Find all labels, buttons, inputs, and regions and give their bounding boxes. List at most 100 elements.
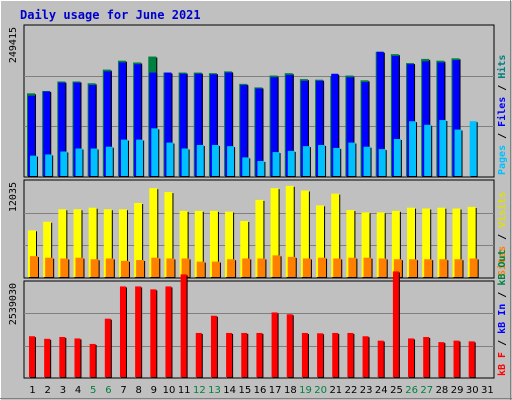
bar-visits: [225, 211, 234, 277]
bar-sites: [272, 255, 281, 277]
bar-files: [88, 85, 96, 176]
bar-files: [73, 82, 81, 176]
bar-files: [437, 62, 445, 176]
bar-sites: [318, 257, 327, 277]
bar-kbf: [271, 312, 278, 377]
legend-entry: /: [497, 334, 508, 352]
bar-kbf: [438, 342, 445, 377]
bar-sites: [105, 258, 114, 277]
bar-files: [346, 77, 354, 176]
bar-files: [422, 61, 430, 176]
legend-entry: kB Out: [497, 250, 508, 286]
bar-pages: [105, 146, 113, 176]
bar-files: [270, 77, 278, 176]
x-tick-label: 9: [151, 385, 157, 396]
x-tick-label: 11: [178, 385, 191, 396]
x-tick-label: 24: [375, 385, 388, 396]
bar-kbf: [377, 340, 384, 377]
bar-files: [164, 72, 172, 176]
bar-sites: [469, 258, 478, 277]
bar-kbf: [332, 332, 339, 377]
bar-files: [58, 82, 66, 176]
bar-kbf: [165, 286, 172, 377]
bar-visits: [467, 206, 476, 277]
bar-pages: [30, 155, 37, 176]
panel-visits-sites: 12035 Sites / Visits: [8, 179, 508, 279]
bar-sites: [424, 259, 433, 277]
x-tick-label: 12: [193, 385, 206, 396]
bar-visits: [316, 205, 325, 277]
bar-kbf: [104, 318, 111, 377]
bar-sites: [348, 257, 357, 277]
x-tick-label: 5: [90, 385, 96, 396]
bar-pages: [60, 151, 68, 176]
bar-files: [391, 55, 399, 176]
bar-files: [194, 73, 202, 176]
bar-files: [209, 74, 217, 176]
x-tick-label: 25: [390, 385, 403, 396]
x-tick-label: 6: [105, 385, 111, 396]
bar-pages: [272, 152, 280, 176]
bar-sites: [60, 258, 69, 277]
x-tick-label: 10: [163, 385, 176, 396]
bar-visits: [194, 210, 203, 277]
bar-sites: [30, 256, 38, 277]
x-tick-label: 13: [208, 385, 221, 396]
bar-pages: [166, 142, 174, 176]
x-tick-label: 16: [254, 385, 267, 396]
bar-visits: [149, 188, 158, 277]
bar-pages: [181, 148, 189, 176]
bar-pages: [211, 144, 219, 176]
bar-sites: [393, 259, 402, 277]
bar-kbf: [74, 338, 81, 377]
bar-sites: [439, 259, 448, 277]
bar-sites: [409, 259, 418, 277]
chart-title: Daily usage for June 2021: [20, 8, 201, 22]
x-tick-label: 26: [405, 385, 418, 396]
bar-files: [331, 73, 339, 176]
x-tick-label: 19: [299, 385, 312, 396]
bar-sites: [181, 258, 190, 277]
bar-files: [376, 51, 384, 176]
bar-pages: [242, 157, 250, 176]
legend-entry: Hits: [496, 55, 508, 79]
bar-pages: [439, 120, 447, 176]
bar-kbf: [180, 274, 187, 377]
x-tick-label: 23: [360, 385, 373, 396]
bar-kbf: [286, 314, 293, 377]
legend-entry: /: [497, 127, 508, 145]
bar-kbf: [89, 343, 96, 377]
bar-pages: [409, 121, 417, 176]
bar-pages: [469, 121, 477, 176]
bar-visits: [103, 209, 112, 277]
y-axis-max-label: 2539030: [8, 283, 19, 325]
bar-sites: [302, 258, 311, 277]
bar-visits: [285, 185, 294, 277]
bar-visits: [361, 212, 370, 277]
x-tick-label: 18: [284, 385, 297, 396]
bar-visits: [179, 210, 188, 277]
bar-pages: [393, 139, 401, 176]
bar-kbf: [301, 332, 308, 377]
legend-entry: /: [497, 79, 508, 97]
x-tick-label: 22: [345, 385, 358, 396]
bar-pages: [302, 146, 310, 176]
bar-visits: [270, 188, 279, 277]
bar-files: [179, 73, 187, 176]
bar-visits: [118, 209, 127, 277]
bar-pages: [75, 148, 83, 176]
bar-kbf: [362, 336, 369, 377]
bar-pages: [333, 147, 341, 176]
bar-sites: [120, 260, 129, 277]
bar-kbf: [195, 332, 202, 377]
y-axis-max-label: 12035: [8, 182, 19, 212]
bar-kbf: [44, 338, 51, 377]
bar-files: [316, 80, 324, 176]
bar-files: [255, 88, 263, 176]
bar-visits: [134, 203, 143, 277]
bar-visits: [240, 220, 249, 277]
bar-pages: [363, 146, 371, 176]
bar-pages: [227, 146, 235, 176]
bar-sites: [227, 259, 236, 277]
